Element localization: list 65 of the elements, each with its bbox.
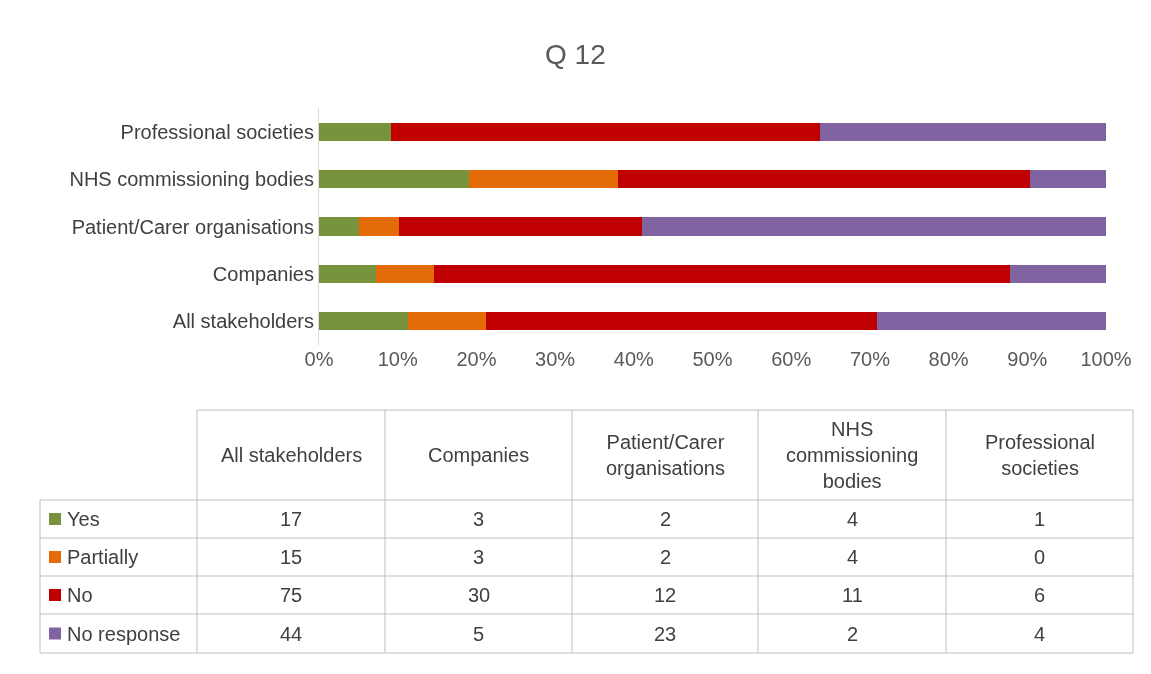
legend-label: Partially: [67, 546, 139, 568]
x-tick-label: 90%: [1007, 348, 1048, 370]
legend-label: No: [67, 584, 93, 606]
data-label: 4: [847, 546, 859, 568]
data-label: 75: [280, 584, 303, 606]
category-label: Patient/Carer organisations: [606, 431, 725, 479]
data-label: 4: [847, 508, 859, 530]
data-label: 6: [1034, 584, 1046, 606]
category-label: Professional societies: [985, 431, 1096, 479]
bar: [390, 122, 820, 141]
category-label: Companies: [428, 444, 530, 466]
y-tick-label: Patient/Carer organisations: [71, 215, 314, 238]
bar: [433, 264, 1010, 283]
bar: [468, 170, 619, 189]
x-tick-label: 30%: [535, 348, 576, 370]
data-label: 15: [280, 546, 303, 568]
y-tick-label: NHS commissioning bodies: [69, 168, 314, 191]
category-label: All stakeholders: [221, 444, 363, 466]
bar: [1009, 264, 1106, 283]
data-label: 44: [280, 623, 303, 645]
x-tick-label: 10%: [377, 348, 418, 370]
x-tick-label: 50%: [692, 348, 733, 370]
x-tick-label: 70%: [849, 348, 891, 370]
y-tick-label: Professional societies: [120, 120, 314, 143]
data-label: 17: [280, 508, 303, 530]
legend-label: No response: [67, 623, 181, 645]
x-tick-label: 80%: [928, 348, 969, 370]
category-label: NHS commissioning bodies: [786, 418, 919, 492]
bar: [407, 312, 486, 331]
data-label: 12: [654, 584, 677, 606]
x-tick-label: 40%: [613, 348, 655, 370]
data-label: 1: [1034, 508, 1046, 530]
bar: [485, 312, 877, 331]
x-tick-label: 20%: [456, 348, 497, 370]
bar: [618, 170, 1031, 189]
data-label: 30: [468, 584, 491, 606]
data-label: 3: [473, 508, 485, 530]
y-tick-label: Companies: [212, 262, 314, 285]
bar: [319, 264, 377, 283]
bar: [319, 312, 408, 331]
data-label: 11: [842, 584, 863, 606]
bar: [819, 122, 1106, 141]
bar: [359, 217, 400, 236]
data-label: 23: [654, 623, 677, 645]
bar: [319, 217, 360, 236]
chart-title: Q 12: [545, 39, 606, 70]
legend-label: Yes: [67, 508, 100, 530]
data-label: 2: [847, 623, 859, 645]
bar: [876, 312, 1106, 331]
x-tick-label: 100%: [1080, 348, 1132, 370]
data-label: 3: [473, 546, 485, 568]
x-tick-label: 0%: [304, 348, 334, 370]
bar: [376, 264, 434, 283]
data-label: 2: [660, 546, 672, 568]
bar: [399, 217, 642, 236]
data-label: 0: [1034, 546, 1046, 568]
bar: [641, 217, 1106, 236]
y-tick-label: All stakeholders: [172, 310, 314, 333]
data-label: 2: [660, 508, 672, 530]
bar: [319, 122, 391, 141]
bar: [319, 170, 469, 189]
x-tick-label: 60%: [771, 348, 812, 370]
bar: [1030, 170, 1106, 189]
data-label: 5: [473, 623, 485, 645]
data-label: 4: [1034, 623, 1046, 645]
